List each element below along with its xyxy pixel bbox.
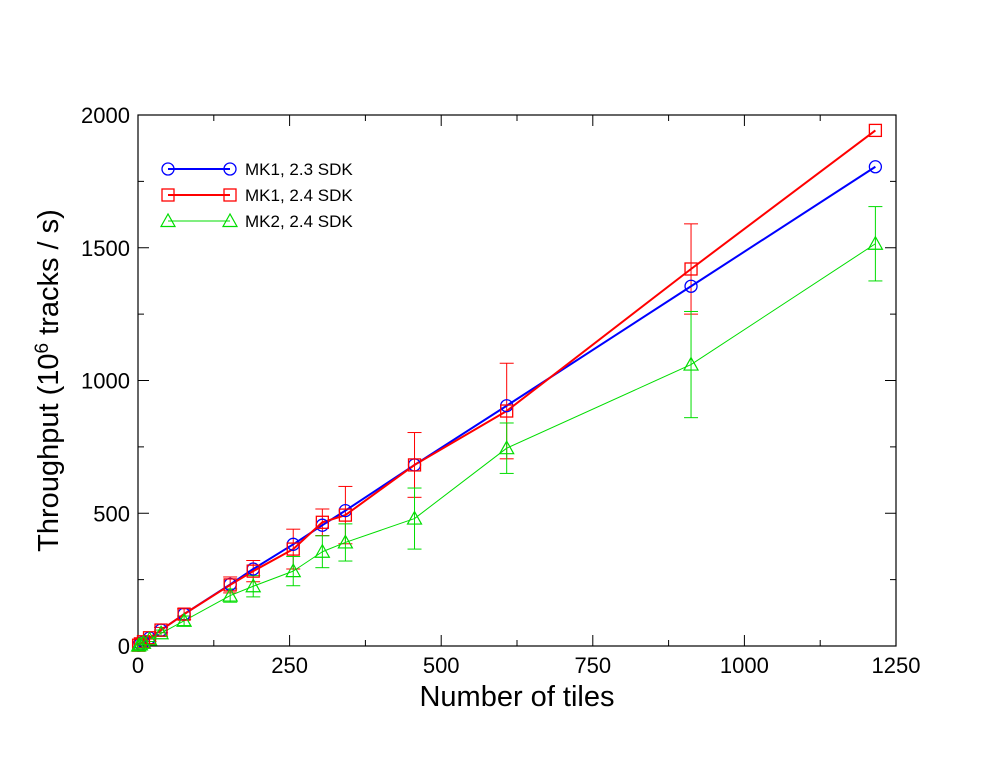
- series-2-square-marker: [177, 607, 191, 621]
- legend-entry-3-label: MK2, 2.4 SDK: [245, 212, 353, 231]
- series-3-triangle-marker: [285, 562, 302, 578]
- y-axis-title-suffix: tracks / s): [33, 209, 65, 343]
- series-3-triangle-marker: [498, 439, 515, 455]
- series-1-circle-marker: [684, 279, 698, 293]
- series-2-square-marker: [500, 404, 514, 418]
- legend-entry-1-label: MK1, 2.3 SDK: [245, 160, 353, 179]
- y-axis-title-prefix: Throughput (10: [33, 354, 65, 552]
- x-axis-title: Number of tiles: [419, 681, 614, 713]
- series-3-triangle-marker: [222, 587, 239, 602]
- legend: MK1, 2.3 SDK MK1, 2.4 SDK MK2, 2.4 SDK: [159, 160, 353, 231]
- x-tick-label: 250: [271, 653, 308, 678]
- legend-entry-2-marker-start: [161, 188, 175, 202]
- legend-entry-1-marker-end: [223, 162, 237, 176]
- series-2-square-marker: [684, 262, 698, 276]
- y-axis-title: Throughput (106 tracks / s): [32, 209, 66, 552]
- plot-area: [130, 114, 897, 652]
- series-2-square-marker: [246, 564, 260, 578]
- series-3-triangle-marker: [135, 634, 152, 649]
- tick-labels: 0 250 500 750 1000 1250 0 500 1000 1500 2000: [81, 103, 920, 678]
- y-axis-title-exponent: 6: [32, 343, 53, 354]
- series-markers: [130, 123, 884, 652]
- legend-entry-3-marker-end: [221, 212, 239, 228]
- series-3-triangle-marker: [867, 235, 884, 250]
- series-2-square-marker: [868, 123, 883, 138]
- series-3-triangle-marker: [245, 578, 262, 593]
- y-tick-label: 1000: [81, 369, 130, 394]
- legend-entry-3-marker-start: [159, 212, 177, 228]
- series-2-square-marker: [223, 578, 237, 592]
- y-tick-label: 2000: [81, 103, 130, 128]
- series-3-triangle-marker: [683, 356, 700, 371]
- y-tick-label: 1500: [81, 236, 130, 261]
- series-2-square-marker: [154, 623, 168, 637]
- series-3-triangle-marker: [132, 636, 149, 651]
- legend-entry-2-label: MK1, 2.4 SDK: [245, 186, 353, 205]
- y-tick-label: 0: [118, 634, 130, 659]
- x-tick-label: 750: [574, 653, 611, 678]
- series-3-triangle-marker: [337, 534, 354, 549]
- series-3-triangle-marker: [406, 510, 423, 525]
- y-tick-label: 500: [93, 501, 130, 526]
- legend-entry-2-marker-end: [223, 188, 237, 202]
- series-2-square-marker: [286, 542, 300, 556]
- x-tick-label: 500: [423, 653, 460, 678]
- x-tick-label: 1250: [872, 653, 921, 678]
- series-2-square-marker: [338, 508, 353, 522]
- legend-entry-1-marker-start: [161, 162, 175, 176]
- series-2-square-marker: [315, 515, 329, 529]
- x-tick-label: 0: [132, 653, 144, 678]
- x-tick-label: 1000: [720, 653, 769, 678]
- series-3-triangle-marker: [153, 625, 170, 640]
- series-1-circle-marker: [868, 160, 883, 174]
- series-2-square-marker: [407, 458, 422, 472]
- series-3-triangle-marker: [176, 612, 193, 627]
- series-3-triangle-marker: [314, 543, 331, 558]
- series-3-triangle-marker: [141, 631, 158, 646]
